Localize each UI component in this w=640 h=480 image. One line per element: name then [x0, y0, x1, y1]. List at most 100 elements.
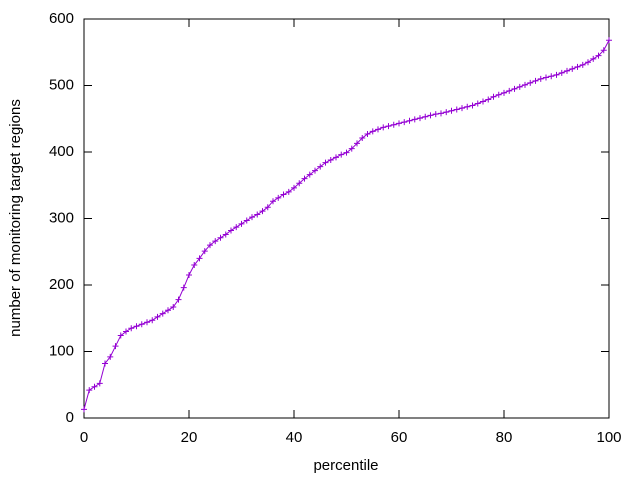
point-marker — [249, 214, 255, 221]
point-marker — [606, 37, 612, 44]
point-marker — [317, 163, 324, 170]
point-marker — [585, 59, 591, 66]
point-marker — [102, 360, 108, 367]
point-marker — [490, 93, 497, 100]
point-marker — [343, 149, 350, 156]
point-marker — [91, 383, 98, 390]
point-marker — [579, 61, 586, 68]
point-marker — [264, 204, 271, 211]
series-line — [83, 40, 610, 410]
point-marker — [259, 208, 266, 215]
x-axis-label: percentile — [313, 457, 378, 474]
point-marker — [312, 167, 318, 174]
point-marker — [401, 119, 408, 126]
x-tick-label: 20 — [181, 429, 198, 446]
point-marker — [369, 128, 376, 135]
point-marker — [396, 120, 402, 127]
point-marker — [432, 111, 439, 118]
y-tick-label: 200 — [49, 276, 74, 293]
point-marker — [180, 284, 187, 291]
point-marker — [485, 96, 492, 103]
point-marker — [453, 106, 460, 113]
x-tick-label: 80 — [496, 429, 513, 446]
point-marker — [238, 220, 245, 227]
y-tick-label: 0 — [66, 409, 74, 426]
point-marker — [228, 227, 234, 234]
point-marker — [128, 325, 135, 332]
point-marker — [364, 131, 371, 138]
point-marker — [569, 65, 576, 72]
point-marker — [280, 191, 287, 198]
point-marker — [590, 55, 597, 62]
point-marker — [112, 343, 119, 350]
point-marker — [375, 126, 381, 133]
point-marker — [516, 83, 523, 90]
point-marker — [464, 103, 471, 110]
point-marker — [165, 307, 171, 314]
point-marker — [417, 115, 423, 122]
point-marker — [511, 85, 518, 92]
point-marker — [322, 159, 329, 166]
point-marker — [427, 112, 434, 119]
y-tick-label: 400 — [49, 143, 74, 160]
point-marker — [196, 255, 203, 262]
point-marker — [117, 332, 124, 339]
point-marker — [354, 140, 360, 147]
point-marker — [149, 317, 156, 324]
point-marker — [553, 71, 560, 78]
point-marker — [301, 175, 308, 182]
point-marker — [474, 100, 481, 107]
y-tick-label: 600 — [49, 10, 74, 27]
point-marker — [448, 107, 455, 114]
point-marker — [506, 87, 513, 94]
point-marker — [411, 116, 418, 123]
point-marker — [459, 105, 465, 112]
plot-frame — [83, 18, 610, 419]
x-tick-label: 0 — [80, 429, 88, 446]
point-marker — [254, 211, 261, 218]
point-marker — [527, 79, 534, 86]
point-marker — [207, 242, 213, 249]
y-axis-label: number of monitoring target regions — [7, 99, 24, 337]
point-marker — [574, 63, 581, 70]
y-tick-label: 500 — [49, 76, 74, 93]
point-marker — [154, 313, 161, 320]
point-marker — [138, 321, 145, 328]
point-marker — [522, 81, 528, 88]
point-marker — [380, 124, 387, 131]
point-marker — [222, 231, 229, 238]
x-tick-label: 40 — [286, 429, 303, 446]
point-marker — [291, 184, 297, 191]
y-tick-label: 100 — [49, 342, 74, 359]
point-marker — [438, 110, 444, 117]
point-marker — [212, 238, 219, 245]
point-marker — [170, 303, 177, 310]
point-marker — [469, 102, 476, 109]
point-marker — [443, 109, 450, 116]
point-marker — [333, 154, 339, 161]
point-marker — [275, 194, 282, 201]
point-marker — [191, 262, 198, 269]
point-marker — [495, 91, 502, 98]
point-marker — [123, 328, 129, 335]
point-marker — [558, 69, 565, 76]
point-marker — [600, 47, 607, 54]
x-tick-label: 60 — [391, 429, 408, 446]
point-marker — [338, 151, 345, 158]
point-marker — [81, 406, 87, 413]
point-marker — [285, 188, 292, 195]
point-marker — [270, 198, 276, 205]
point-marker — [243, 217, 250, 224]
point-marker — [390, 121, 397, 128]
point-marker — [86, 387, 93, 394]
point-marker — [348, 145, 355, 152]
point-marker — [201, 248, 208, 255]
point-marker — [595, 52, 602, 59]
point-marker — [217, 234, 224, 241]
point-marker — [480, 98, 486, 105]
point-marker — [107, 353, 114, 360]
point-marker — [96, 380, 103, 387]
point-marker — [233, 224, 240, 231]
